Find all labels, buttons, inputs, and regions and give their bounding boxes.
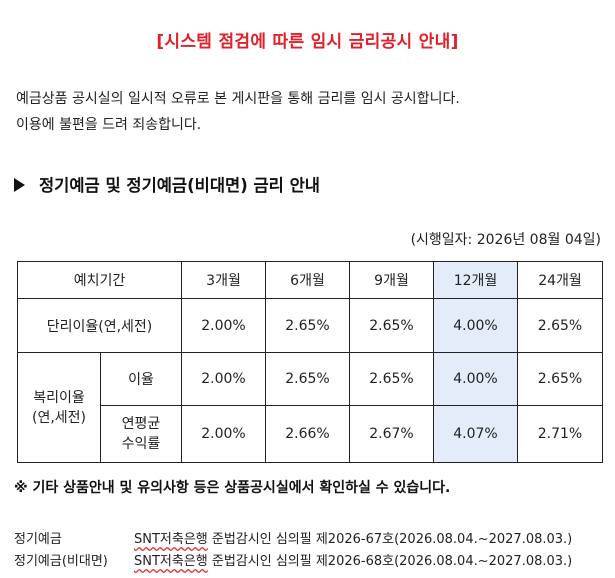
header-term: 6개월 [265,261,350,299]
compound-rate-sublabel: 이율 [100,352,182,406]
approval-bank: SNT저축은행 [134,532,208,547]
rate-table: 예치기간 3개월 6개월 9개월 12개월 24개월 단리이율(연,세전) 2.… [17,261,603,463]
approval-line: 정기예금 SNT저축은행 준법감시인 심의필 제2026-67호(2026.08.… [14,528,572,547]
triangle-bullet-icon [14,178,25,192]
intro-line-1: 예금상품 공시실의 일시적 오류로 본 게시판을 통해 금리를 임시 공시합니다… [16,91,460,107]
table-row-simple-rate: 단리이율(연,세전) 2.00% 2.65% 2.65% 4.00% 2.65% [17,298,603,353]
title-text: 시스템 점검에 따른 임시 금리공시 안내 [164,32,451,52]
intro-text: 예금상품 공시실의 일시적 오류로 본 게시판을 통해 금리를 임시 공시합니다… [16,86,606,138]
approval-text: 준법감시인 심의필 제2026-67호(2026.08.04.~2027.08.… [207,532,573,547]
rate-cell: 2.65% [349,352,434,406]
approval-line: 정기예금(비대면) SNT저축은행 준법감시인 심의필 제2026-68호(202… [14,550,572,569]
approval-product: 정기예금(비대면) [14,554,108,569]
compound-label-line-2: (연,세전) [31,409,86,426]
intro-line-2: 이용에 불편을 드려 죄송합니다. [16,117,202,133]
header-term: 24개월 [517,261,603,299]
annual-yield-sublabel: 연평균 수익률 [100,405,182,463]
rate-cell: 2.65% [265,298,350,353]
footnote: ※ 기타 상품안내 및 유의사항 등은 상품공시실에서 확인하실 수 있습니다. [14,480,451,496]
rate-cell: 2.00% [181,352,266,406]
effective-date: (시행일자: 2026년 08월 04일) [410,232,601,248]
simple-rate-label: 단리이율(연,세전) [17,298,182,353]
rate-cell: 2.71% [517,405,603,463]
table-header-row: 예치기간 3개월 6개월 9개월 12개월 24개월 [17,261,603,299]
rate-cell-highlighted: 4.00% [433,352,518,406]
approval-bank: SNT저축은행 [134,554,208,569]
rate-cell-highlighted: 4.00% [433,298,518,353]
compound-label-line-1: 복리이율 [33,389,85,406]
yield-label-line-1: 연평균 [121,416,161,432]
section-heading-text: 정기예금 및 정기예금(비대면) 금리 안내 [39,176,320,195]
title-bracket-close: ] [450,32,459,52]
rate-cell: 2.65% [265,352,350,406]
rate-cell: 2.67% [349,405,434,463]
title-bracket-open: [ [156,32,165,52]
header-period-label: 예치기간 [17,261,182,299]
compound-rate-label: 복리이율 (연,세전) [17,352,101,463]
approval-text: 준법감시인 심의필 제2026-68호(2026.08.04.~2027.08.… [207,554,573,569]
header-term-highlighted: 12개월 [433,261,518,299]
rate-cell-highlighted: 4.07% [433,405,518,463]
rate-cell: 2.65% [349,298,434,353]
rate-cell: 2.65% [517,298,603,353]
table-row-annual-yield: 연평균 수익률 2.00% 2.66% 2.67% 4.07% 2.71% [18,405,603,463]
rate-cell: 2.00% [181,298,266,353]
header-term: 9개월 [349,261,434,299]
approval-product: 정기예금 [14,532,62,547]
rate-cell: 2.65% [517,352,603,406]
header-term: 3개월 [181,261,266,299]
table-row-compound-rate: 복리이율 (연,세전) 이율 2.00% 2.65% 2.65% 4.00% 2… [17,352,603,463]
rate-cell: 2.66% [265,405,350,463]
rate-cell: 2.00% [181,405,266,463]
section-heading: 정기예금 및 정기예금(비대면) 금리 안내 [14,172,320,196]
yield-label-line-2: 수익률 [121,436,161,452]
notice-title: [시스템 점검에 따른 임시 금리공시 안내] [0,27,615,52]
